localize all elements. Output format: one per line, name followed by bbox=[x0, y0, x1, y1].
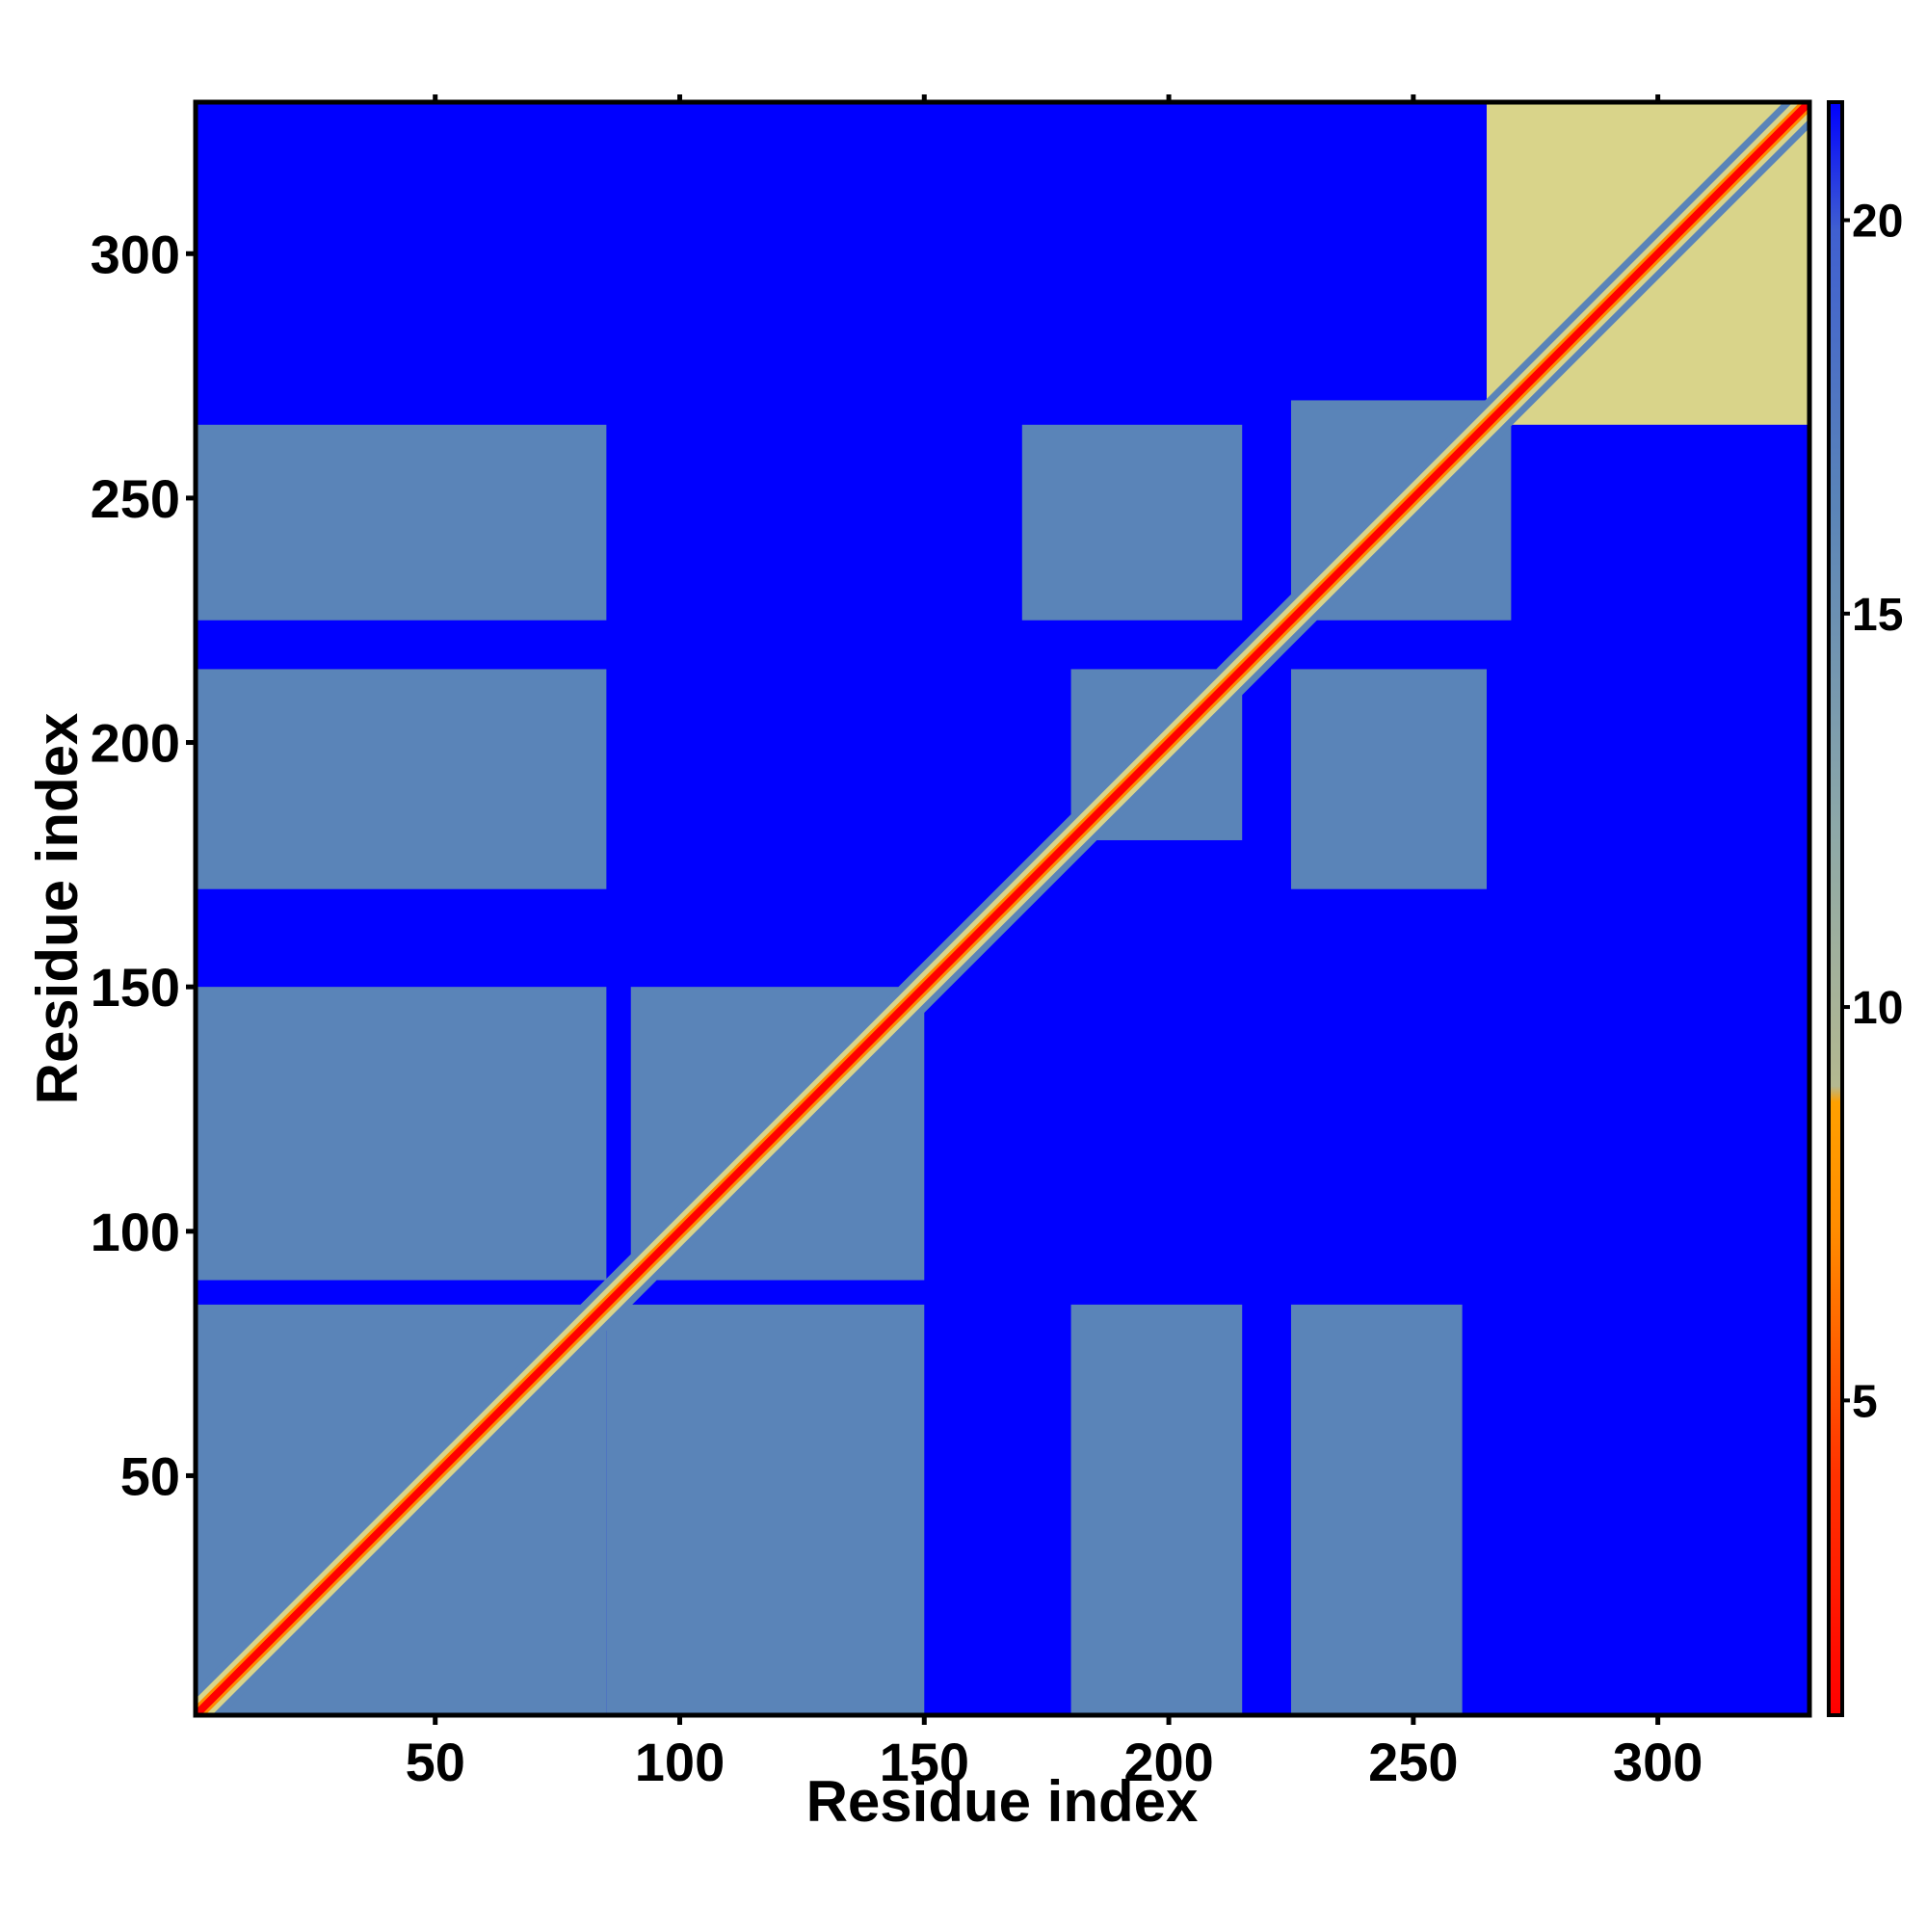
colorbar-tick-label: 10 bbox=[1852, 983, 1903, 1034]
y-tick-label: 250 bbox=[91, 468, 180, 529]
x-tick-label: 150 bbox=[880, 1732, 969, 1792]
y-tick-label: 200 bbox=[91, 713, 180, 774]
y-tick-label: 50 bbox=[120, 1445, 180, 1506]
x-tick-label: 200 bbox=[1123, 1732, 1213, 1792]
x-tick-label: 300 bbox=[1613, 1732, 1703, 1792]
heatmap-block-3 bbox=[606, 1304, 925, 1715]
heatmap-block-8 bbox=[1290, 669, 1487, 889]
y-tick-label: 100 bbox=[91, 1202, 180, 1262]
x-tick-label: 250 bbox=[1368, 1732, 1458, 1792]
plot-frame bbox=[193, 99, 1812, 1718]
heatmap-block-10 bbox=[196, 669, 607, 889]
heatmap-block-13 bbox=[1290, 1304, 1463, 1715]
colorbar-tick-label: 5 bbox=[1852, 1376, 1878, 1427]
x-axis-title: Residue index bbox=[806, 1769, 1199, 1834]
colorbar bbox=[1827, 100, 1844, 1717]
heatmap-block-11 bbox=[196, 424, 607, 621]
y-axis-ticks: 50 100 150 200 250 300 bbox=[91, 224, 196, 1506]
x-axis-ticks: 50 100 150 200 250 300 bbox=[406, 94, 1703, 1792]
y-axis-title: Residue index bbox=[25, 713, 90, 1105]
heatmap-block-12 bbox=[1070, 1304, 1243, 1715]
heatmap-diagonal bbox=[196, 102, 1809, 1715]
heatmap-block-2 bbox=[196, 987, 607, 1281]
x-tick-label: 100 bbox=[635, 1732, 725, 1792]
y-tick-label: 150 bbox=[91, 957, 180, 1018]
colorbar-tick-label: 15 bbox=[1852, 590, 1903, 641]
colorbar-ticks: 5 10 15 20 bbox=[1842, 196, 1903, 1427]
y-tick-label: 300 bbox=[91, 224, 180, 284]
colorbar-tick-label: 20 bbox=[1852, 196, 1903, 247]
heatmap-block-9 bbox=[1021, 424, 1243, 621]
x-tick-label: 50 bbox=[406, 1732, 465, 1792]
diagonal-core bbox=[196, 102, 1809, 1715]
